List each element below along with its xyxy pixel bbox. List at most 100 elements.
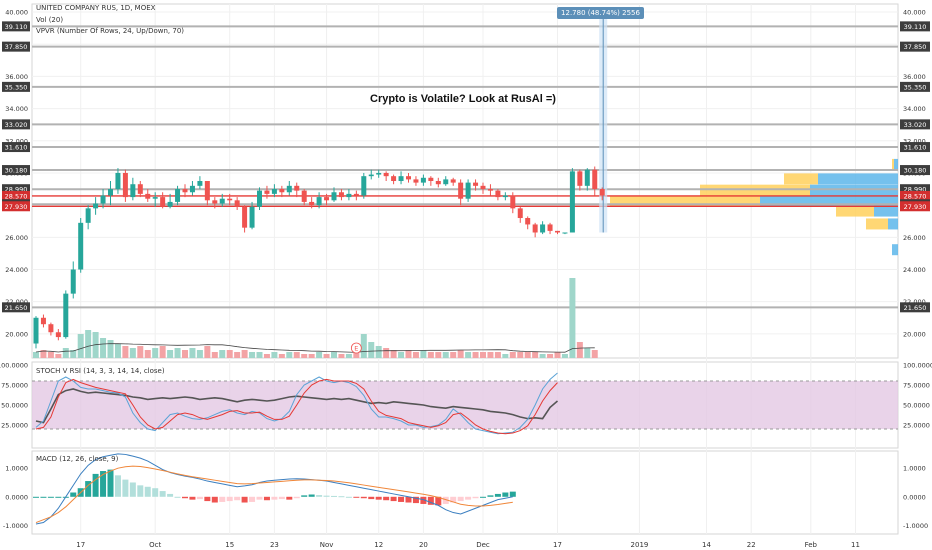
volume-bar	[405, 350, 412, 358]
x-tick-label: 2019	[631, 541, 649, 549]
macd-hist-bar	[286, 496, 293, 500]
macd-hist-bar	[159, 491, 166, 497]
volume-bar	[554, 352, 561, 358]
price-pane	[31, 3, 899, 359]
vpvr-bar-down	[610, 195, 760, 207]
volume-bar	[472, 352, 479, 358]
earnings-marker-text: E	[354, 345, 358, 353]
level-tag-left	[2, 142, 30, 153]
level-tag-right	[900, 190, 930, 201]
volume-bar	[122, 346, 129, 358]
macd-hist-bar	[249, 496, 256, 502]
level-tag-left-text: 33.020	[5, 121, 28, 129]
candle-body	[361, 176, 367, 196]
volume-bar	[480, 352, 486, 358]
level-tag-right-text: 30.180	[904, 167, 927, 175]
volume-bar	[427, 352, 434, 358]
stoch-indicator-title: STOCH V RSI (14, 3, 3, 14, 14, close)	[36, 367, 165, 375]
volume-bar	[308, 354, 315, 358]
volume-bar	[70, 350, 77, 358]
candle-body	[145, 193, 151, 199]
macd-hist-bar	[55, 496, 62, 498]
level-tag-right	[900, 81, 930, 92]
macd-hist-bar	[85, 481, 92, 497]
candle-body	[353, 193, 359, 196]
level-tag-left-text: 30.180	[5, 167, 28, 175]
price-tick-right: 20.000	[903, 330, 926, 338]
price-tick-right: 26.000	[903, 234, 926, 242]
macd-hist-bar	[331, 495, 337, 497]
stoch-tick-right: 100.0000	[903, 362, 932, 370]
volume-bar	[129, 348, 136, 358]
macd-hist-bar	[323, 495, 330, 497]
candle-body	[137, 184, 143, 194]
volume-bar	[40, 350, 47, 358]
candle-body	[108, 189, 113, 196]
macd-hist-bar	[271, 496, 278, 500]
volume-bar	[569, 278, 576, 358]
volume-bar	[494, 352, 501, 358]
volume-bar	[524, 352, 531, 358]
stoch-tick-left: 75.0000	[1, 382, 28, 390]
candle-body	[443, 179, 449, 185]
volume-bar	[55, 354, 62, 358]
candle-body	[93, 203, 99, 209]
macd-tick-left: 0.0000	[5, 493, 28, 501]
level-tag-left-text: 28.990	[5, 186, 28, 194]
candle-body	[502, 195, 508, 198]
volume-bar	[390, 350, 397, 358]
volume-bar	[532, 352, 539, 358]
price-tick-left: 26.000	[5, 234, 28, 242]
candle-body	[584, 169, 590, 186]
level-tag-right-text: 31.610	[904, 144, 927, 152]
candle-body	[473, 182, 479, 186]
level-tag-left	[2, 21, 30, 32]
candle-body	[428, 177, 434, 181]
macd-hist-bar	[33, 496, 39, 498]
macd-hist-bar	[353, 496, 360, 498]
candle-body	[227, 198, 233, 201]
macd-hist-bar	[152, 488, 159, 497]
price-tick-left: 40.000	[5, 9, 28, 17]
candle-body	[257, 190, 262, 207]
macd-hist-bar	[308, 494, 315, 497]
vpvr-bar-up	[892, 244, 898, 256]
volume-bar	[539, 354, 546, 358]
macd-hist-bar	[494, 493, 501, 497]
volume-bar	[465, 352, 472, 358]
volume-bar	[234, 352, 241, 358]
macd-hist-bar	[420, 496, 427, 504]
candle-body	[301, 190, 307, 202]
macd-hist-bar	[189, 496, 196, 500]
macd-hist-bar	[390, 496, 397, 502]
macd-hist-bar	[122, 479, 129, 497]
volume-bar	[278, 354, 285, 358]
level-tag-left	[2, 165, 30, 176]
macd-hist-bar	[256, 496, 263, 500]
stoch-tick-right: 75.0000	[903, 382, 930, 390]
price-tick-left: 24.000	[5, 266, 28, 274]
level-tag-right	[900, 142, 930, 153]
level-tag-left	[2, 81, 30, 92]
candle-body	[264, 190, 270, 194]
candle-body	[331, 192, 337, 201]
candle-body	[532, 224, 538, 233]
volume-bar	[517, 352, 524, 358]
vpvr-bar-up	[894, 158, 898, 170]
volume-bar	[137, 346, 144, 358]
price-tick-left: 36.000	[5, 73, 28, 81]
level-tag-left	[2, 119, 30, 130]
macd-hist-bar	[182, 496, 188, 499]
macd-hist-bar	[472, 496, 479, 499]
candle-body	[420, 177, 426, 183]
candle-body	[562, 232, 568, 234]
volume-bar	[77, 334, 84, 358]
volume-bar	[450, 352, 457, 358]
macd-hist-bar	[457, 496, 464, 502]
level-tag-left	[2, 41, 30, 52]
volume-bar	[219, 350, 226, 358]
level-tag-right	[900, 21, 930, 32]
candle-body	[78, 222, 84, 270]
volume-bar	[591, 350, 598, 358]
